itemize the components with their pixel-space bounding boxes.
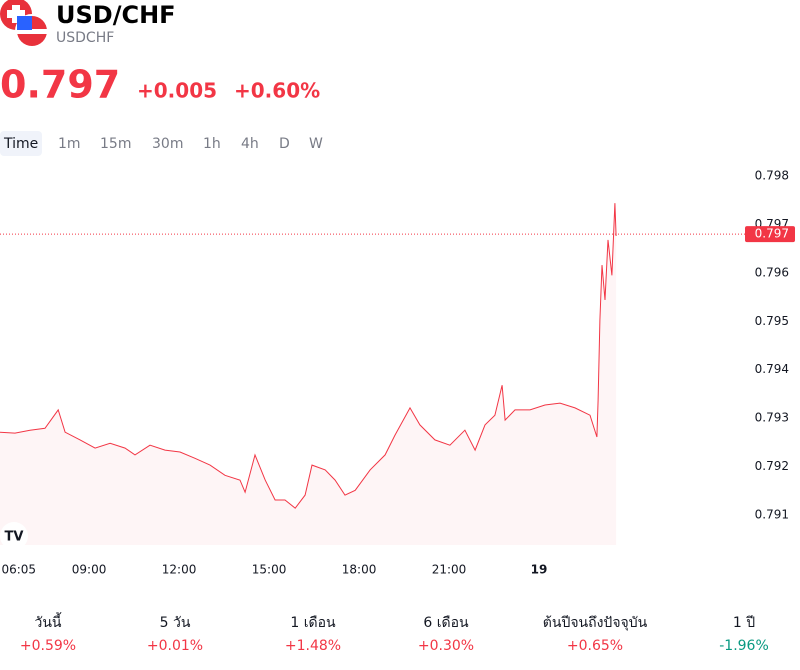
x-tick-label: 06:05 (1, 563, 36, 577)
x-tick-label: 12:00 (162, 563, 197, 577)
interval-button[interactable]: 4h (241, 136, 259, 152)
last-price-label: 0.797 (755, 227, 789, 241)
performance-label: วันนี้ (34, 612, 62, 631)
interval-button[interactable]: D (279, 136, 290, 152)
y-tick-label: 0.794 (755, 362, 789, 376)
performance-value: +0.01% (147, 638, 203, 654)
performance-value: +0.30% (418, 638, 474, 654)
title: USD/CHF (56, 1, 176, 29)
y-tick-label: 0.798 (755, 168, 789, 182)
performance-value: -1.96% (719, 638, 769, 654)
x-tick-label: 21:00 (432, 563, 467, 577)
chf-cross (7, 5, 25, 23)
y-tick-label: 0.795 (755, 314, 789, 328)
y-tick-label: 0.796 (755, 265, 789, 279)
y-tick-label: 0.791 (755, 507, 789, 521)
interval-button[interactable]: 1m (58, 136, 81, 152)
performance-label: 5 วัน (160, 615, 191, 631)
usd-canton (17, 16, 32, 30)
logo-bg (0, 522, 28, 550)
y-tick-label: 0.793 (755, 411, 789, 425)
performance-label: 1 ปี (733, 615, 755, 631)
price: 0.797 (0, 63, 120, 107)
performance-label: ต้นปีจนถึงปัจจุบัน (543, 615, 648, 631)
performance-value: +1.48% (285, 638, 341, 654)
change: +0.005 (137, 79, 217, 103)
change-pct: +0.60% (234, 79, 320, 103)
x-tick-label: 09:00 (72, 563, 107, 577)
interval-button[interactable]: W (309, 136, 323, 152)
x-tick-label: 18:00 (342, 563, 377, 577)
symbol: USDCHF (56, 30, 114, 46)
interval-button[interactable]: Time (3, 136, 38, 152)
performance-label: 6 เดือน (423, 615, 469, 631)
x-tick-label: 15:00 (252, 563, 287, 577)
performance-value: +0.65% (567, 638, 623, 654)
interval-button[interactable]: 15m (100, 136, 131, 152)
x-tick-label: 19 (531, 563, 548, 577)
interval-button[interactable]: 30m (152, 136, 183, 152)
logo: TV (5, 530, 24, 545)
price-line (0, 203, 617, 509)
usd-stripe (17, 29, 47, 34)
performance-label: 1 เดือน (290, 615, 336, 631)
last-price-box (745, 226, 795, 243)
interval-button[interactable]: 1h (203, 136, 221, 152)
area (0, 203, 617, 545)
y-tick-label: 0.792 (755, 459, 789, 473)
interval-active-bg (0, 131, 42, 156)
performance-value: +0.59% (20, 638, 76, 654)
